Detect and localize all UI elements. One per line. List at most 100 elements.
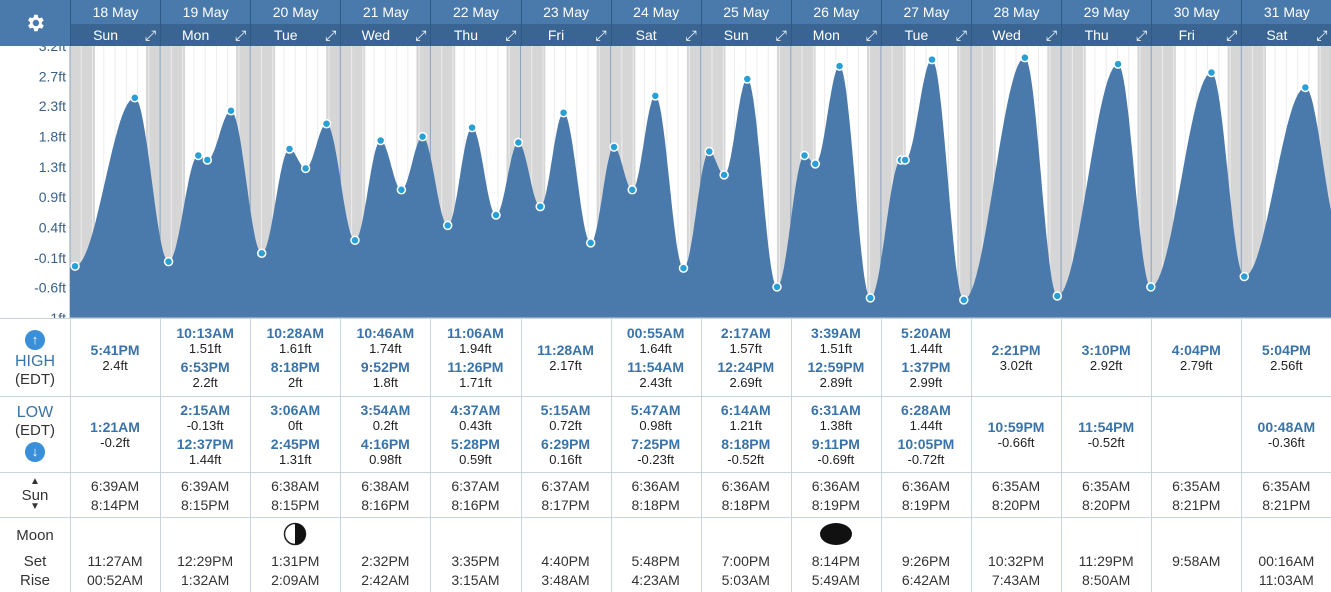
tide-extreme-point[interactable]	[375, 135, 386, 146]
settings-button[interactable]	[0, 0, 70, 46]
tide-extreme-point[interactable]	[1239, 271, 1250, 282]
tide-extreme-point[interactable]	[719, 170, 729, 180]
tide-extreme-point[interactable]	[865, 293, 876, 303]
expand-icon[interactable]: ⤢	[1135, 27, 1148, 43]
day-weekday-header[interactable]: Wed ⤢	[340, 24, 430, 46]
tide-extreme-point[interactable]	[284, 144, 295, 154]
night-shade	[867, 46, 881, 318]
day-date-header: 21 May	[340, 0, 430, 24]
day-date-header: 20 May	[250, 0, 340, 24]
moon-rise-label: Rise	[19, 572, 50, 589]
expand-icon[interactable]: ⤢	[1316, 27, 1328, 43]
tide-extreme-point[interactable]	[1300, 82, 1311, 93]
moon-times-cell: 3:35PM 3:15AM	[430, 552, 520, 590]
low-tide-cell-text: 0.98ft	[639, 418, 672, 433]
sun-times-cell-text: 8:20PM	[991, 497, 1041, 513]
high-tide-cell-text: 6:53PM	[180, 359, 230, 375]
tide-extreme-point[interactable]	[834, 61, 845, 71]
expand-icon[interactable]: ⤢	[325, 27, 337, 43]
sun-times-cell: 6:35AM 8:21PM	[1151, 477, 1241, 515]
low-tide-cell-text: 00:48AM	[1257, 419, 1316, 435]
tide-extreme-point[interactable]	[558, 107, 569, 118]
y-axis: 3.2ft 2.7ft 2.3ft 1.8ft 1.3ft 0.9ft 0.4ft -0.1f…	[34, 46, 66, 318]
tide-extreme-point[interactable]	[350, 235, 360, 246]
tide-extreme-point[interactable]	[678, 263, 689, 273]
expand-icon[interactable]: ⤢	[1045, 27, 1058, 43]
moon-times-cell-text: 5:49AM	[811, 572, 860, 588]
tide-extreme-point[interactable]	[321, 118, 332, 129]
tide-extreme-point[interactable]	[535, 201, 545, 212]
day-weekday-header[interactable]: Sat ⤢	[610, 24, 701, 46]
tide-extreme-point[interactable]	[256, 248, 267, 258]
moon-times-cell-text: 2:32PM	[361, 553, 410, 569]
tide-extreme-point[interactable]	[442, 220, 453, 231]
tide-extreme-point[interactable]	[193, 150, 204, 161]
high-tide-cell-text: 11:26PM	[447, 359, 504, 375]
tide-extreme-point[interactable]	[202, 155, 213, 165]
tide-extreme-point[interactable]	[300, 163, 311, 174]
tide-extreme-point[interactable]	[627, 185, 637, 195]
expand-icon[interactable]: ⤢	[144, 27, 157, 43]
tide-extreme-point[interactable]	[1113, 59, 1123, 69]
expand-icon[interactable]: ⤢	[865, 27, 877, 43]
moon-times-cell-text: 5:48PM	[631, 553, 680, 569]
low-tide-cell-text: 0.16ft	[549, 452, 582, 467]
tide-extreme-point[interactable]	[799, 150, 810, 161]
tide-extreme-point[interactable]	[226, 106, 236, 116]
day-weekday-header[interactable]: Sun ⤢	[700, 24, 791, 46]
tide-extreme-point[interactable]	[396, 185, 407, 195]
high-tide-cell-text: 1.51ft	[819, 341, 853, 356]
weekday-label: Sat	[1266, 27, 1288, 43]
tide-extreme-point[interactable]	[609, 142, 619, 152]
tide-extreme-point[interactable]	[704, 146, 715, 157]
day-weekday-header[interactable]: Fri ⤢	[1151, 24, 1241, 46]
day-weekday-header[interactable]: Fri ⤢	[520, 24, 611, 46]
day-weekday-header[interactable]: Tue ⤢	[250, 24, 340, 46]
high-tide-cell-text: 2.69ft	[729, 375, 762, 390]
tide-extreme-point[interactable]	[1146, 282, 1156, 292]
weekday-label: Sun	[723, 27, 749, 43]
tide-extreme-point[interactable]	[1020, 52, 1030, 63]
day-weekday-header[interactable]: Mon ⤢	[160, 24, 250, 46]
day-weekday-header[interactable]: Sun ⤢	[70, 24, 160, 46]
tide-extreme-point[interactable]	[417, 131, 428, 142]
column-divider	[880, 318, 882, 592]
day-weekday-header[interactable]: Thu ⤢	[1061, 24, 1151, 46]
day-weekday-header[interactable]: Wed ⤢	[971, 24, 1061, 46]
expand-icon[interactable]: ⤢	[234, 27, 247, 43]
low-tide-cell-text: 9:11PM	[811, 436, 860, 452]
day-weekday-header[interactable]: Tue ⤢	[880, 24, 971, 46]
tide-extreme-point[interactable]	[810, 159, 821, 169]
low-tide-cell-text: 1.38ft	[819, 418, 853, 433]
expand-icon[interactable]: ⤢	[595, 27, 607, 43]
tide-extreme-point[interactable]	[163, 256, 174, 267]
expand-icon[interactable]: ⤢	[505, 27, 517, 43]
tide-extreme-point[interactable]	[491, 210, 501, 220]
high-tz-label: (EDT)	[15, 371, 55, 388]
tide-extreme-point[interactable]	[900, 155, 910, 165]
expand-icon[interactable]: ⤢	[775, 27, 787, 43]
tide-extreme-point[interactable]	[772, 282, 782, 292]
tide-extreme-point[interactable]	[513, 137, 524, 148]
tide-extreme-point[interactable]	[959, 295, 969, 305]
tide-extreme-point[interactable]	[927, 54, 937, 65]
expand-icon[interactable]: ⤢	[685, 27, 697, 43]
expand-icon[interactable]: ⤢	[955, 27, 967, 43]
tide-extreme-point[interactable]	[585, 238, 596, 248]
tide-extreme-point[interactable]	[650, 91, 661, 101]
tide-extreme-point[interactable]	[1206, 67, 1217, 78]
column-divider	[250, 318, 252, 592]
expand-icon[interactable]: ⤢	[1226, 27, 1238, 43]
gear-icon	[28, 14, 44, 32]
tide-extreme-point[interactable]	[130, 93, 140, 103]
day-weekday-header[interactable]: Mon ⤢	[790, 24, 881, 46]
tide-extreme-point[interactable]	[70, 261, 80, 271]
expand-icon[interactable]: ⤢	[415, 27, 427, 43]
day-weekday-header[interactable]: Thu ⤢	[430, 24, 520, 46]
night-shade	[1047, 46, 1062, 318]
y-tick-label: 1.8ft	[39, 129, 66, 145]
tide-extreme-point[interactable]	[467, 122, 477, 133]
tide-extreme-point[interactable]	[1052, 291, 1063, 301]
tide-extreme-point[interactable]	[742, 74, 753, 84]
day-weekday-header[interactable]: Sat ⤢	[1241, 24, 1331, 46]
